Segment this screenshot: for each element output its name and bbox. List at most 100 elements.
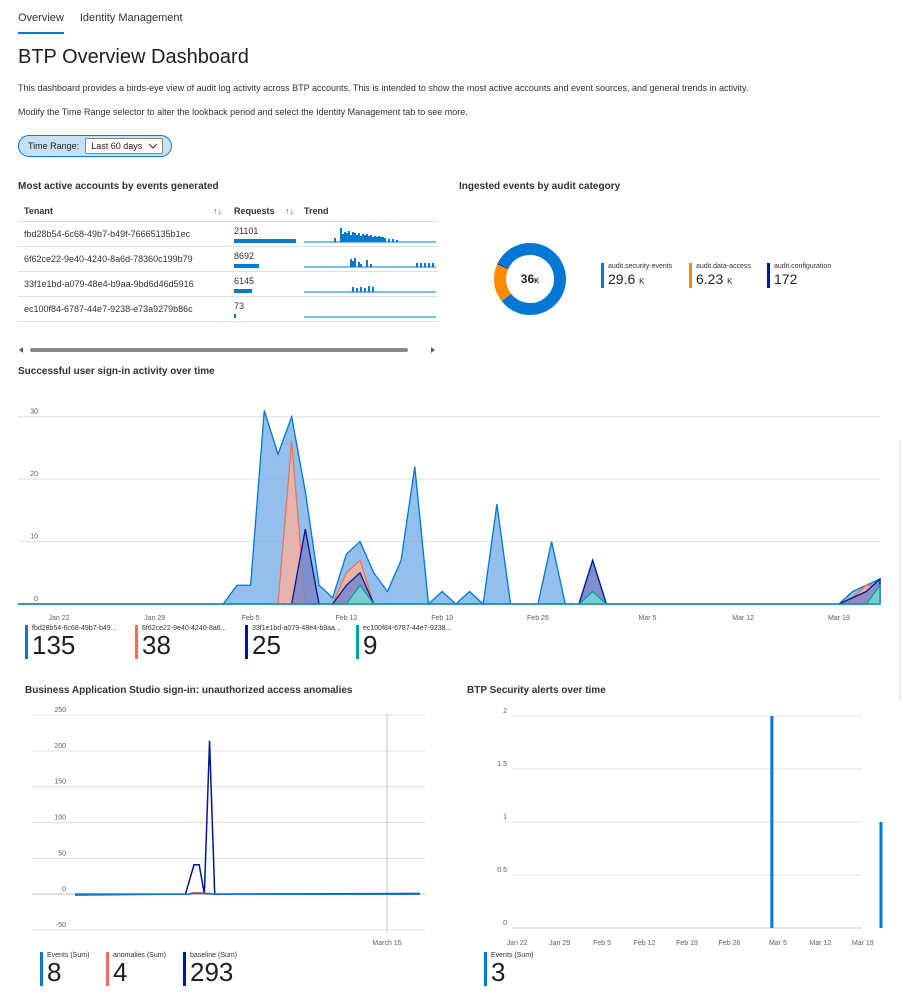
column-header-trend: Trend bbox=[300, 206, 438, 216]
table-row[interactable]: 6f62ce22-9e40-4240-8a6d-78360c199b79 8692 bbox=[18, 247, 438, 272]
y-tick-label: 1 bbox=[503, 814, 507, 821]
dashboard-description: This dashboard provides a birds-eye view… bbox=[18, 83, 749, 93]
x-tick-label: Feb 12 bbox=[634, 940, 656, 947]
column-header-tenant[interactable]: Tenant ↑↓ bbox=[18, 206, 228, 216]
signin-legend-item[interactable]: ec100f84-6787-44e7-9238... 9 bbox=[356, 625, 451, 659]
x-tick-label: Feb 19 bbox=[676, 940, 698, 947]
trend-cell bbox=[300, 250, 438, 268]
requests-value: 21101 bbox=[234, 225, 259, 236]
y-tick-label: 50 bbox=[58, 850, 66, 857]
y-tick-label: 0 bbox=[503, 920, 507, 927]
tenant-cell: 6f62ce22-9e40-4240-8a6d-78360c199b79 bbox=[24, 254, 193, 264]
trend-cell bbox=[300, 275, 438, 293]
legend-security-events: audit.security-events 29.6 K bbox=[601, 263, 672, 288]
alert-bar[interactable] bbox=[770, 716, 774, 928]
area-series-2[interactable] bbox=[18, 528, 881, 605]
panel-edge bbox=[899, 440, 901, 700]
y-tick-label: 0 bbox=[34, 596, 38, 603]
tab-bar: Overview Identity Management bbox=[18, 10, 183, 34]
x-tick-label: Mar 5 bbox=[769, 940, 787, 947]
x-tick-label: Jan 29 bbox=[549, 940, 570, 947]
donut-slice bbox=[497, 243, 566, 315]
time-range-value: Last 60 days bbox=[91, 141, 143, 151]
alerts-bar-chart: 2 1.5 1 0.5 0 Jan 22 Jan 29 Feb 5 Feb 12 Feb 19 Fe… bbox=[497, 708, 883, 947]
bas-legend-item[interactable]: anomalies (Sum) 4 bbox=[106, 952, 166, 986]
accounts-grid: Tenant ↑↓ Requests ↑↓ Trend fbd28b54-6c6… bbox=[18, 200, 438, 322]
y-tick-label: 20 bbox=[30, 471, 38, 478]
requests-value: 8692 bbox=[234, 250, 255, 261]
area-series-0[interactable] bbox=[18, 410, 881, 606]
x-tick-label: Jan 29 bbox=[144, 615, 165, 622]
x-tick-label: Mar 5 bbox=[638, 615, 656, 622]
scroll-left-icon bbox=[19, 347, 23, 353]
trend-cell bbox=[300, 225, 438, 243]
bas-legend-item[interactable]: baseline (Sum) 293 bbox=[183, 952, 237, 986]
y-tick-label: 150 bbox=[54, 779, 66, 786]
requests-bar bbox=[234, 313, 236, 318]
column-header-requests[interactable]: Requests ↑↓ bbox=[228, 206, 300, 216]
table-row[interactable]: ec100f84-6787-44e7-9238-e73a9279b86c 73 bbox=[18, 297, 438, 322]
tab-overview[interactable]: Overview bbox=[18, 10, 64, 34]
column-label: Tenant bbox=[24, 205, 53, 216]
grid-body: fbd28b54-6c68-49b7-b49f-76665135b1ec 2110… bbox=[18, 222, 438, 322]
trend-cell bbox=[300, 300, 438, 318]
y-tick-label: 100 bbox=[54, 815, 66, 822]
table-row[interactable]: fbd28b54-6c68-49b7-b49f-76665135b1ec 2110… bbox=[18, 222, 438, 247]
trend-sparkline bbox=[304, 258, 436, 268]
tab-identity-management[interactable]: Identity Management bbox=[79, 12, 183, 24]
sort-icon[interactable]: ↑↓ bbox=[285, 205, 294, 216]
column-label: Trend bbox=[304, 205, 329, 216]
table-row[interactable]: 33f1e1bd-a079-48e4-b9aa-9bd6d46d5916 6145 bbox=[18, 272, 438, 297]
scroll-right-icon bbox=[431, 347, 435, 353]
y-tick-label: -50 bbox=[56, 922, 66, 929]
horizontal-scrollbar[interactable] bbox=[18, 344, 438, 356]
alerts-legend-item[interactable]: Events (Sum) 3 bbox=[484, 952, 533, 986]
time-range-parameter: Time Range: Last 60 days bbox=[18, 135, 172, 157]
trend-sparkline bbox=[304, 286, 436, 293]
x-tick-label: Feb 12 bbox=[335, 615, 357, 622]
x-tick-label: Jan 22 bbox=[507, 940, 528, 947]
donut-slice bbox=[494, 264, 512, 302]
bas-chart-title: Business Application Studio sign-in: una… bbox=[25, 685, 353, 696]
sort-icon[interactable]: ↑↓ bbox=[213, 205, 222, 216]
area-series-1[interactable] bbox=[18, 441, 881, 605]
area-series-3[interactable] bbox=[18, 583, 881, 605]
grid-header: Tenant ↑↓ Requests ↑↓ Trend bbox=[18, 200, 438, 222]
y-tick-label: 200 bbox=[54, 743, 66, 750]
requests-bar bbox=[234, 263, 259, 268]
signin-legend-item[interactable]: 6f62ce22-9e40-4240-8a6... 38 bbox=[135, 625, 226, 659]
alerts-chart-title: BTP Security alerts over time bbox=[467, 685, 606, 696]
dashboard-instructions: Modify the Time Range selector to alter … bbox=[18, 107, 468, 117]
time-range-dropdown[interactable]: Last 60 days bbox=[85, 138, 164, 154]
legend-configuration: audit.configuration 172 bbox=[767, 263, 831, 288]
signin-legend-item[interactable]: fbd28b54-6c68-49b7-b49... 135 bbox=[25, 625, 116, 659]
x-tick-label: Mar 19 bbox=[852, 940, 874, 947]
page-title: BTP Overview Dashboard bbox=[18, 46, 249, 68]
requests-bar bbox=[234, 238, 296, 243]
line-series-2[interactable] bbox=[75, 892, 420, 895]
legend-data-access: audit.data-access 6.23 K bbox=[689, 263, 751, 288]
y-tick-label: 0 bbox=[62, 886, 66, 893]
y-tick-label: 1.5 bbox=[497, 761, 507, 768]
x-tick-label: Feb 5 bbox=[242, 615, 260, 622]
bas-legend-item[interactable]: Events (Sum) 8 bbox=[40, 952, 89, 986]
x-tick-label: Mar 12 bbox=[809, 940, 831, 947]
alert-bar[interactable] bbox=[879, 822, 883, 928]
chevron-down-icon bbox=[148, 143, 158, 149]
requests-cell: 8692 bbox=[228, 251, 300, 268]
line-series-0[interactable] bbox=[74, 740, 421, 896]
signin-legend-item[interactable]: 33f1e1bd-a079-48e4-b9aa... 25 bbox=[245, 625, 341, 659]
x-tick-label: Mar 12 bbox=[732, 615, 754, 622]
tenant-cell: ec100f84-6787-44e7-9238-e73a9279b86c bbox=[24, 304, 193, 314]
x-tick-label: Feb 26 bbox=[719, 940, 741, 947]
time-range-label: Time Range: bbox=[28, 141, 80, 151]
signin-area-chart: 30 20 10 0 Jan 22 Jan 29 Feb 5 Feb 12 Feb 19 Feb … bbox=[18, 409, 881, 622]
tenant-cell: 33f1e1bd-a079-48e4-b9aa-9bd6d46d5916 bbox=[24, 279, 194, 289]
requests-bar bbox=[234, 288, 252, 293]
requests-cell: 73 bbox=[228, 301, 300, 318]
signin-chart-title: Successful user sign-in activity over ti… bbox=[18, 366, 215, 377]
donut-center-value: 36K bbox=[521, 272, 539, 286]
y-tick-label: 30 bbox=[30, 409, 38, 416]
x-tick-label: Mar 19 bbox=[828, 615, 850, 622]
ingested-donut-chart: 36K bbox=[494, 243, 566, 315]
